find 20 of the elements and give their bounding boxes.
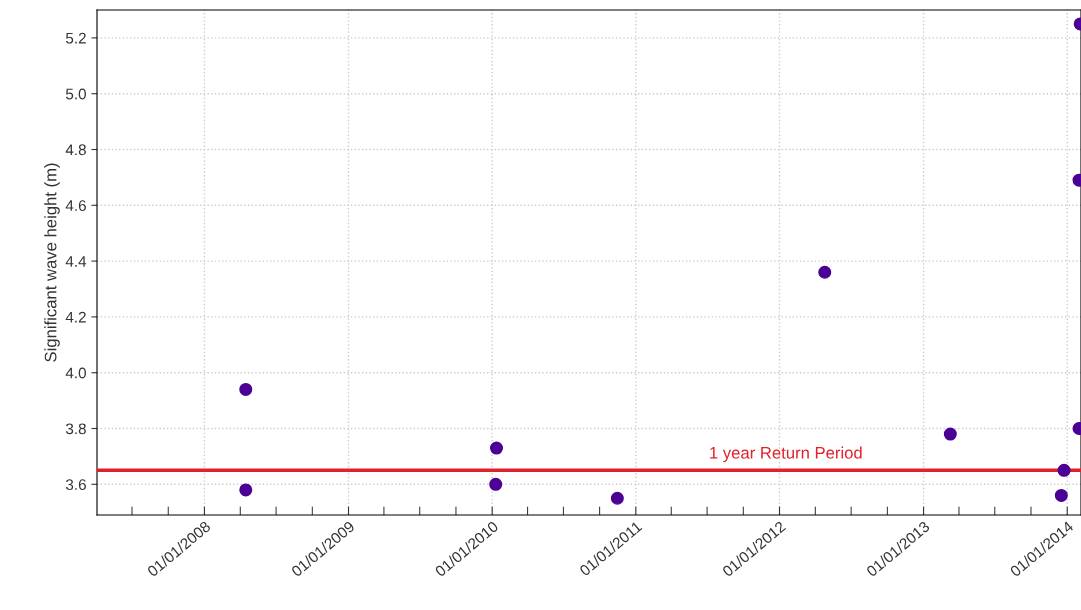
point bbox=[818, 265, 832, 279]
point bbox=[489, 477, 503, 491]
ref-line-label: 1 year Return Period bbox=[710, 446, 862, 463]
point bbox=[1057, 463, 1071, 477]
y-tick-label: 4.0 bbox=[65, 367, 86, 379]
point bbox=[239, 483, 253, 497]
point bbox=[239, 382, 253, 396]
y-tick-label: 4.2 bbox=[65, 311, 86, 323]
point bbox=[1054, 488, 1068, 502]
y-tick-label: 3.8 bbox=[65, 423, 86, 435]
y-tick-label: 5.0 bbox=[65, 88, 86, 100]
point bbox=[610, 491, 624, 505]
y-tick-label: 4.4 bbox=[65, 256, 87, 267]
point bbox=[489, 441, 504, 455]
y-axis-title: Significant wave height (m) bbox=[44, 163, 60, 362]
y-tick-label: 4.8 bbox=[65, 144, 86, 156]
point bbox=[943, 427, 957, 441]
y-tick-label: 5.2 bbox=[65, 32, 86, 44]
y-tick-label: 3.6 bbox=[65, 479, 86, 490]
y-tick-label: 4.6 bbox=[65, 200, 86, 211]
